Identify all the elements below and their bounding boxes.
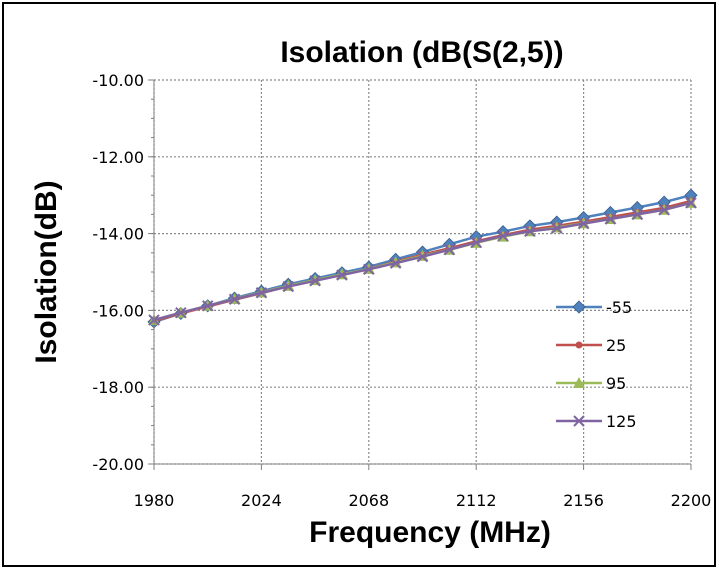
legend-item: 125 xyxy=(556,412,637,431)
y-tick-label: -14.00 xyxy=(92,225,144,244)
data-point xyxy=(497,230,509,242)
x-tick-label: 2112 xyxy=(456,491,497,510)
data-point xyxy=(282,280,294,293)
legend-label: 95 xyxy=(606,374,626,393)
data-point xyxy=(443,244,456,256)
x-tick-label: 2200 xyxy=(671,491,712,510)
data-point xyxy=(470,236,482,249)
x-tick-label: 2024 xyxy=(241,491,282,510)
legend-item: 95 xyxy=(556,374,626,393)
series-125 xyxy=(148,197,697,326)
legend: -55 25 95 125 xyxy=(556,298,637,431)
y-tick-label: -18.00 xyxy=(92,378,144,397)
y-axis-title: Isolation(dB) xyxy=(30,180,63,363)
data-point xyxy=(524,225,536,238)
legend-item: 25 xyxy=(556,336,626,355)
legend-marker xyxy=(575,341,583,349)
x-axis-title: Frequency (MHz) xyxy=(309,516,551,549)
x-tick-label: 1980 xyxy=(134,491,175,510)
legend-label: 25 xyxy=(606,336,626,355)
legend-label: -55 xyxy=(606,298,632,317)
y-tick-label: -12.00 xyxy=(92,148,144,167)
y-tick-label: -16.00 xyxy=(92,301,144,320)
tick-labels: -10.00 -12.00 -14.00 -16.00 -18.00 -20.00 1980… xyxy=(92,71,711,510)
data-point xyxy=(416,250,429,263)
data-point xyxy=(604,213,617,225)
data-point xyxy=(363,263,375,276)
legend-marker xyxy=(573,415,585,427)
series-layer xyxy=(147,188,698,329)
data-point xyxy=(389,257,402,269)
legend-marker xyxy=(573,377,585,388)
x-tick-label: 2156 xyxy=(563,491,604,510)
legend-label: 125 xyxy=(606,412,637,431)
isolation-chart: -10.00 -12.00 -14.00 -16.00 -18.00 -20.00 1980… xyxy=(30,36,711,549)
data-point xyxy=(228,293,241,305)
plot-area xyxy=(154,80,691,464)
data-point xyxy=(658,204,670,216)
data-point xyxy=(201,300,214,312)
legend-marker xyxy=(572,300,586,314)
data-point xyxy=(175,306,187,319)
data-point xyxy=(551,222,563,234)
y-tick-label: -10.00 xyxy=(92,71,144,90)
chart-title: Isolation (dB(S(2,5)) xyxy=(280,36,563,69)
data-point xyxy=(255,287,268,299)
y-tick-label: -20.00 xyxy=(92,455,144,474)
legend-item: -55 xyxy=(556,298,632,317)
data-point xyxy=(685,197,697,209)
data-point xyxy=(309,275,321,287)
data-point xyxy=(631,208,644,221)
data-point xyxy=(336,269,348,281)
data-point xyxy=(577,217,590,230)
x-tick-label: 2068 xyxy=(348,491,389,510)
